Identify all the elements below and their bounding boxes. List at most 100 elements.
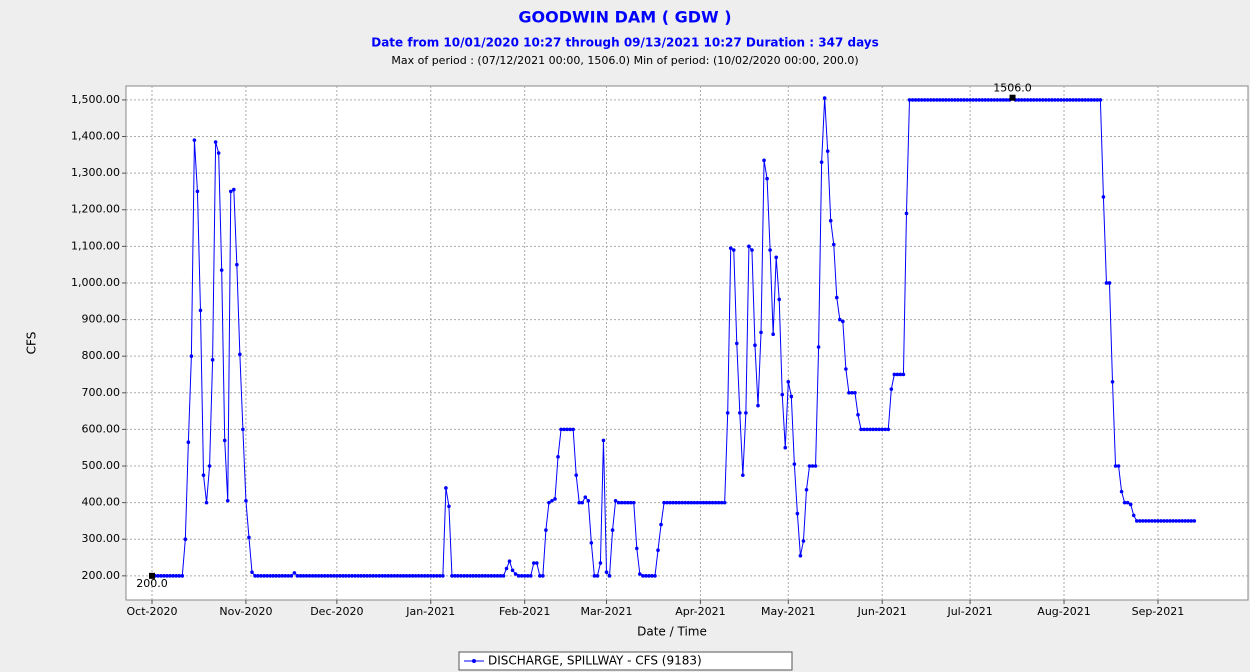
x-tick-label: Feb-2021 <box>499 605 550 618</box>
data-point <box>904 211 909 216</box>
data-point <box>628 500 633 505</box>
data-point <box>604 570 609 574</box>
data-point <box>277 574 282 578</box>
data-point <box>225 498 230 503</box>
y-tick-label: 400.00 <box>82 496 121 509</box>
data-point <box>1144 519 1148 523</box>
data-point <box>774 255 778 260</box>
data-point <box>892 372 897 377</box>
data-point <box>1125 500 1130 505</box>
data-point <box>734 341 739 346</box>
data-point <box>780 392 785 397</box>
data-point <box>595 574 600 578</box>
data-point <box>583 495 588 499</box>
data-point <box>410 574 415 578</box>
data-point <box>1177 519 1181 523</box>
data-point <box>522 574 527 578</box>
data-point <box>238 352 242 357</box>
data-point <box>559 427 563 432</box>
data-point <box>365 574 369 578</box>
data-point <box>325 574 330 578</box>
data-point <box>680 500 685 505</box>
data-point <box>825 149 830 153</box>
data-point <box>528 574 533 578</box>
data-point <box>162 574 166 578</box>
data-point <box>886 427 891 432</box>
data-point <box>619 500 624 505</box>
data-point <box>174 574 179 578</box>
data-point <box>938 98 942 102</box>
data-point <box>513 572 518 576</box>
data-point <box>183 537 188 542</box>
data-point <box>1074 98 1078 102</box>
data-point <box>789 394 794 399</box>
data-point <box>404 574 409 578</box>
data-point <box>1022 98 1027 102</box>
data-point <box>919 98 924 102</box>
data-point <box>1153 519 1157 523</box>
data-point <box>232 187 236 192</box>
y-tick-label: 1,500.00 <box>71 93 120 106</box>
data-point <box>165 574 169 578</box>
x-tick-label: Nov-2020 <box>219 605 272 618</box>
data-point <box>641 574 645 578</box>
data-point <box>389 574 394 578</box>
data-point <box>638 572 642 576</box>
data-point <box>1092 98 1097 102</box>
data-point <box>965 98 969 102</box>
data-point <box>877 427 881 432</box>
data-point <box>186 440 191 445</box>
data-point <box>644 574 648 578</box>
data-point <box>683 500 688 505</box>
data-point <box>492 574 497 578</box>
data-point <box>1165 519 1169 523</box>
data-point <box>507 559 512 563</box>
y-tick-label: 800.00 <box>82 349 121 362</box>
data-point <box>674 500 678 505</box>
data-point <box>453 574 457 578</box>
max-marker <box>1009 94 1016 101</box>
y-tick-label: 200.00 <box>82 569 121 582</box>
data-point <box>713 500 718 505</box>
data-point <box>1059 98 1063 102</box>
data-point <box>686 500 691 505</box>
data-point <box>716 500 721 505</box>
data-point <box>562 427 566 432</box>
data-point <box>1186 519 1191 523</box>
data-point <box>1107 281 1112 285</box>
data-point <box>283 574 288 578</box>
data-point <box>704 500 709 505</box>
data-point <box>274 574 279 578</box>
data-point <box>210 358 215 362</box>
data-point <box>834 295 839 300</box>
data-point <box>498 574 503 578</box>
data-point <box>332 574 336 578</box>
data-point <box>889 387 894 391</box>
data-point <box>650 574 654 578</box>
legend-label: DISCHARGE, SPILLWAY - CFS (9183) <box>488 654 702 668</box>
x-tick-label: Jan-2021 <box>405 605 455 618</box>
data-point <box>801 539 806 543</box>
plot-area <box>125 85 1249 601</box>
data-point <box>1116 464 1121 468</box>
data-point <box>838 317 842 322</box>
data-point <box>489 574 494 578</box>
data-point <box>783 445 788 450</box>
data-point <box>295 574 300 578</box>
y-tick-label: 1,100.00 <box>71 239 120 252</box>
data-point <box>450 574 454 578</box>
data-point <box>213 140 218 144</box>
data-point <box>980 98 985 102</box>
data-point <box>259 574 263 578</box>
data-point <box>1044 98 1048 102</box>
data-point <box>359 574 363 578</box>
data-point <box>1068 98 1072 102</box>
data-point <box>338 574 342 578</box>
data-point <box>435 574 439 578</box>
data-point <box>622 500 627 505</box>
x-tick-label: Aug-2021 <box>1037 605 1090 618</box>
data-point <box>350 574 354 578</box>
y-tick-label: 900.00 <box>82 313 121 326</box>
data-point <box>1174 519 1178 523</box>
data-point <box>656 548 660 553</box>
